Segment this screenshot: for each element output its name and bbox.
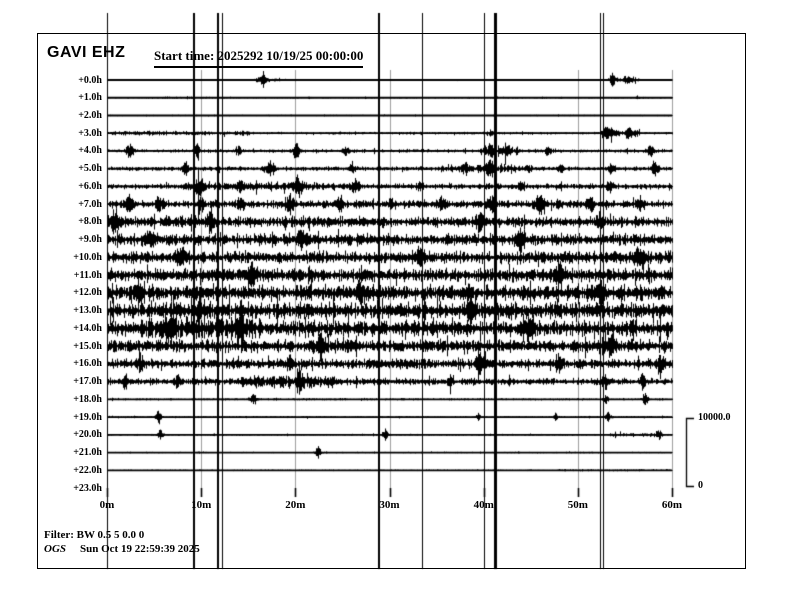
- hour-label: +11.0h: [73, 269, 102, 281]
- hour-label: +8.0h: [78, 216, 102, 228]
- minute-label: 50m: [567, 499, 588, 511]
- hour-label: +10.0h: [73, 251, 102, 263]
- hour-label: +2.0h: [78, 109, 102, 121]
- minute-label: 60m: [661, 499, 683, 511]
- hour-label: +18.0h: [73, 393, 102, 405]
- hour-label: +17.0h: [73, 376, 102, 388]
- hour-label: +13.0h: [73, 305, 102, 317]
- page-border: [37, 33, 746, 569]
- hour-label: +12.0h: [73, 287, 102, 299]
- hour-label: +15.0h: [73, 340, 102, 352]
- hour-label: +16.0h: [73, 358, 102, 370]
- hour-label: +3.0h: [78, 127, 102, 139]
- hour-label: +19.0h: [73, 411, 102, 423]
- minute-label: 40m: [473, 499, 494, 511]
- hour-label: +14.0h: [73, 322, 102, 334]
- scale-max-label: 10000.0: [698, 412, 731, 423]
- station-title: GAVI EHZ: [47, 44, 126, 61]
- agency-label: OGS: [44, 543, 67, 555]
- hour-label: +9.0h: [78, 234, 102, 246]
- hour-label: +22.0h: [73, 464, 102, 476]
- hour-label: +23.0h: [73, 482, 102, 494]
- hour-label: +20.0h: [73, 429, 102, 441]
- hour-label: +7.0h: [78, 198, 102, 210]
- hour-label: +1.0h: [78, 92, 102, 104]
- minute-label: 0m: [99, 499, 115, 511]
- hour-label: +6.0h: [78, 180, 102, 192]
- hour-label: +4.0h: [78, 145, 102, 157]
- hour-label: +5.0h: [78, 163, 102, 175]
- start-time-label: Start time: 2025292 10/19/25 00:00:00: [154, 48, 364, 68]
- scale-min-label: 0: [698, 480, 703, 491]
- minute-label: 30m: [379, 499, 400, 511]
- hour-label: +0.0h: [78, 74, 102, 86]
- hour-label: +21.0h: [73, 447, 102, 459]
- minute-label: 20m: [285, 499, 306, 511]
- footer-credit: OGS Sun Oct 19 22:59:39 2025: [44, 543, 200, 555]
- minute-label: 10m: [191, 499, 212, 511]
- generated-timestamp: Sun Oct 19 22:59:39 2025: [80, 543, 200, 555]
- filter-text: Filter: BW 0.5 5 0.0 0: [44, 529, 145, 541]
